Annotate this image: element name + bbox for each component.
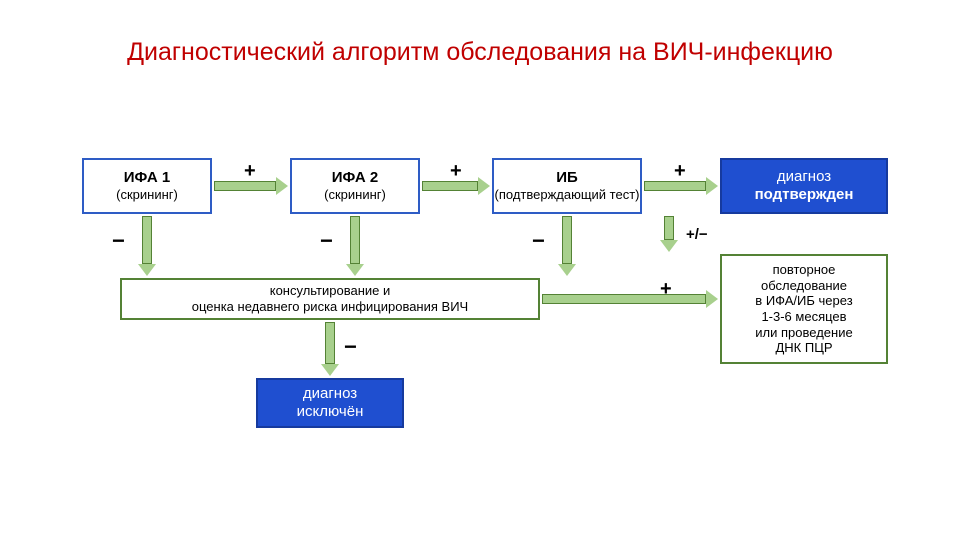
arrow-consult-repeat <box>542 290 718 308</box>
node-ifa1-sub: (скрининг) <box>116 187 178 203</box>
node-ifa2-sub: (скрининг) <box>324 187 386 203</box>
node-ifa1: ИФА 1 (скрининг) <box>82 158 212 214</box>
label-minus-1: − <box>112 228 125 254</box>
node-confirmed: диагноз подтвержден <box>720 158 888 214</box>
arrow-ifa1-down <box>138 216 156 276</box>
label-plusminus: +/− <box>686 226 708 243</box>
node-confirmed-l1: диагноз <box>777 168 831 186</box>
node-repeat: повторное обследование в ИФА/ИБ через 1-… <box>720 254 888 364</box>
arrow-ib-down <box>558 216 576 276</box>
arrow-consult-down <box>321 322 339 376</box>
node-ib-sub: (подтверждающий тест) <box>495 187 640 203</box>
node-ifa2: ИФА 2 (скрининг) <box>290 158 420 214</box>
node-excluded: диагноз исключён <box>256 378 404 428</box>
arrow-ib-repeat <box>660 216 678 252</box>
label-plus-3: + <box>674 160 686 183</box>
node-ib-title: ИБ <box>556 169 578 187</box>
label-minus-3: − <box>532 228 545 254</box>
label-plus-4: + <box>660 278 672 301</box>
node-consult: консультирование и оценка недавнего риск… <box>120 278 540 320</box>
node-ib: ИБ (подтверждающий тест) <box>492 158 642 214</box>
page-title: Диагностический алгоритм обследования на… <box>50 38 910 67</box>
label-plus-1: + <box>244 160 256 183</box>
node-excluded-l2: исключён <box>297 403 364 421</box>
label-minus-4: − <box>344 334 357 360</box>
node-ifa2-title: ИФА 2 <box>332 169 379 187</box>
label-minus-2: − <box>320 228 333 254</box>
label-plus-2: + <box>450 160 462 183</box>
node-confirmed-l2: подтвержден <box>755 186 854 204</box>
node-excluded-l1: диагноз <box>303 385 357 403</box>
node-ifa1-title: ИФА 1 <box>124 169 171 187</box>
arrow-ifa2-down <box>346 216 364 276</box>
